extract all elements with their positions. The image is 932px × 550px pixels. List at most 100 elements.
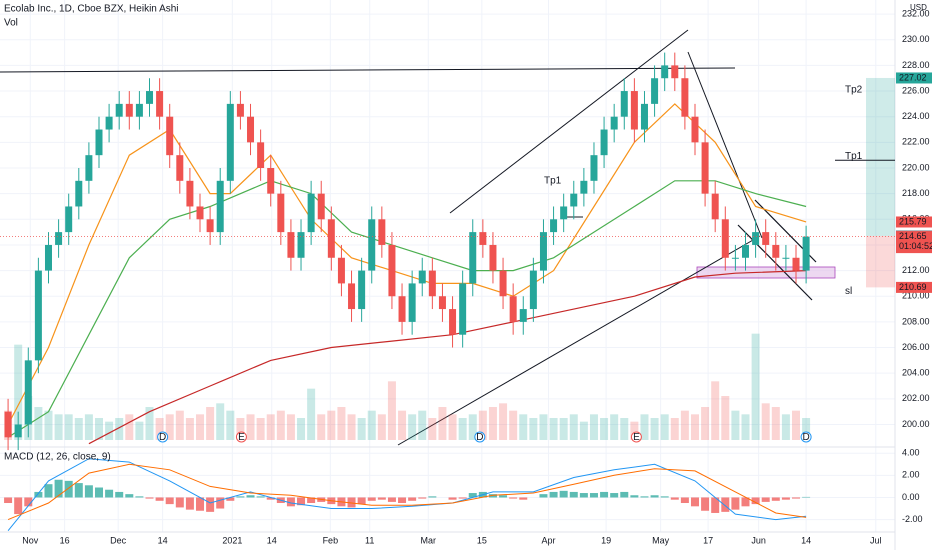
macd-histogram-bar xyxy=(125,494,134,498)
x-tick-label: Feb xyxy=(323,535,339,545)
candle-body xyxy=(772,244,780,258)
volume-bar xyxy=(155,418,164,440)
candle-body xyxy=(741,244,749,258)
candle-body xyxy=(55,232,63,245)
macd-histogram-bar xyxy=(226,497,235,501)
y-tick-label: 222.00 xyxy=(902,137,930,147)
candle-body xyxy=(620,91,628,117)
macd-histogram-bar xyxy=(24,497,33,507)
volume-bar xyxy=(761,403,770,440)
volume-bar xyxy=(529,418,538,440)
macd-histogram-bar xyxy=(721,497,730,512)
macd-histogram-bar xyxy=(792,497,801,499)
macd-histogram-bar xyxy=(84,485,93,498)
volume-bar xyxy=(438,407,447,440)
trend-line xyxy=(687,51,763,239)
volume-bar xyxy=(640,414,649,440)
price-label: 210.69 xyxy=(899,282,927,292)
candle-body xyxy=(701,142,709,194)
y-tick-label: 220.00 xyxy=(902,162,930,172)
macd-title: MACD (12, 26, close, 9) xyxy=(4,452,111,463)
volume-bar xyxy=(14,344,23,440)
volume-bar xyxy=(579,421,588,440)
macd-histogram-bar xyxy=(14,497,23,515)
candle-body xyxy=(762,232,770,245)
volume-bar xyxy=(357,418,366,440)
macd-histogram-bar xyxy=(206,497,215,512)
candle-body xyxy=(388,244,396,297)
volume-bar xyxy=(367,410,376,440)
event-label: D xyxy=(802,432,809,443)
volume-bar xyxy=(751,333,760,440)
volume-bar xyxy=(781,414,790,440)
volume-bar xyxy=(610,414,619,440)
candle-body xyxy=(600,129,608,156)
price-label-bg xyxy=(896,231,932,254)
volume-bar xyxy=(408,414,417,440)
volume-bar xyxy=(690,414,699,440)
candle-body xyxy=(186,180,194,207)
macd-histogram-bar xyxy=(115,491,124,498)
macd-histogram-bar xyxy=(216,497,225,509)
candle-body xyxy=(125,103,133,117)
candle-body xyxy=(378,219,386,245)
plot: Tp2 Tp1 sl D E D E D xyxy=(0,52,895,532)
macd-tick-label: 4.00 xyxy=(902,448,920,458)
macd-histogram-bar xyxy=(4,497,13,504)
macd-histogram-bar xyxy=(256,496,265,498)
volume-bar xyxy=(741,414,750,440)
candle-body xyxy=(671,65,679,79)
target-label: sl xyxy=(845,286,852,297)
candle-body xyxy=(337,257,345,284)
volume-bar xyxy=(731,410,740,440)
candle-body xyxy=(752,232,760,245)
candle-body xyxy=(85,155,93,181)
macd-histogram-bar xyxy=(589,493,598,498)
event-icon xyxy=(630,431,642,443)
macd-histogram-bar xyxy=(135,496,144,498)
y-tick-label: 208.00 xyxy=(902,316,930,326)
volume-bar xyxy=(650,418,659,440)
candle-body xyxy=(630,91,638,130)
macd-histogram-bar xyxy=(266,497,275,500)
volume-bar xyxy=(519,414,528,440)
y-tick-label: 228.00 xyxy=(902,60,930,70)
volume-bar xyxy=(337,407,346,440)
macd-histogram-bar xyxy=(468,493,477,498)
volume-bar xyxy=(286,414,295,440)
x-tick-label: 11 xyxy=(365,535,374,545)
macd-histogram-bar xyxy=(761,497,770,502)
volume-bar xyxy=(680,410,689,440)
candle-body xyxy=(257,142,265,168)
x-tick-label: May xyxy=(652,535,670,545)
event-label: D xyxy=(476,432,483,443)
volume-bar xyxy=(105,421,114,440)
macd-histogram-bar xyxy=(519,497,528,500)
macd-histogram-bar xyxy=(54,479,63,498)
channel-bottom xyxy=(397,235,761,446)
candle-body xyxy=(792,257,800,271)
candle-body xyxy=(14,424,22,438)
y-tick-label: 230.00 xyxy=(902,34,930,44)
volume-bar xyxy=(54,414,63,440)
macd-histogram-bar xyxy=(680,497,689,504)
macd-histogram-bar xyxy=(236,496,245,498)
candle-body xyxy=(782,257,790,259)
event-icon xyxy=(157,431,169,443)
candle-body xyxy=(75,180,83,207)
candle-body xyxy=(731,257,739,259)
candle-body xyxy=(156,91,164,117)
candle-body xyxy=(580,180,588,194)
macd-histogram-bar xyxy=(781,497,790,500)
x-tick-label: Jun xyxy=(751,535,766,545)
candle-body xyxy=(196,206,204,220)
candle-body xyxy=(560,206,568,220)
candle-body xyxy=(449,309,457,335)
volume-bar xyxy=(307,388,316,440)
volume-bar xyxy=(64,414,73,440)
macd-tick-label: -2.00 xyxy=(902,514,923,524)
candle-body xyxy=(681,78,689,117)
macd-histogram-bar xyxy=(94,487,103,498)
volume-bar xyxy=(468,414,477,440)
macd-tick-label: 2.00 xyxy=(902,470,920,480)
